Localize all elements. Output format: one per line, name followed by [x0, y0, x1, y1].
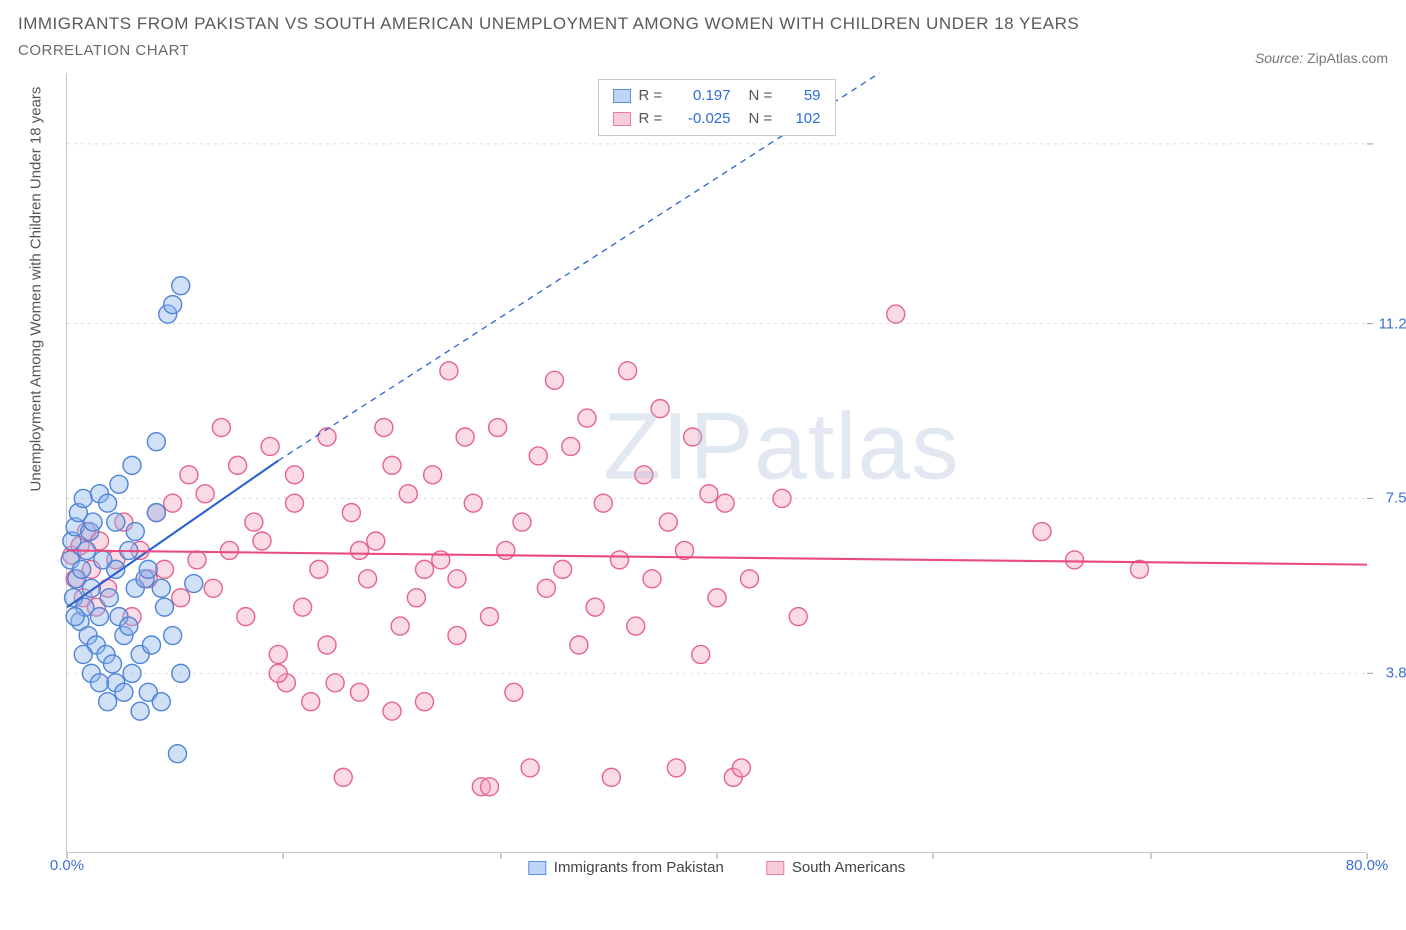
legend-label-1: Immigrants from Pakistan [554, 859, 724, 876]
bottom-legend: Immigrants from Pakistan South Americans [528, 859, 905, 876]
r-label: R = [639, 85, 667, 108]
swatch-blue [613, 89, 631, 103]
source-label: Source: [1255, 50, 1303, 66]
x-tick-label: 0.0% [50, 857, 84, 874]
page-subtitle: CORRELATION CHART [18, 42, 189, 59]
r-value-2: -0.025 [675, 108, 731, 131]
y-tick-label: 7.5% [1386, 490, 1406, 507]
r-label: R = [639, 108, 667, 131]
swatch-blue [528, 861, 546, 875]
page-title: IMMIGRANTS FROM PAKISTAN VS SOUTH AMERIC… [18, 14, 1079, 34]
n-value-1: 59 [785, 85, 821, 108]
x-tick-label: 80.0% [1346, 857, 1389, 874]
legend-item-2: South Americans [766, 859, 905, 876]
swatch-pink [766, 861, 784, 875]
correlation-chart: Unemployment Among Women with Children U… [18, 73, 1388, 893]
n-label: N = [749, 85, 777, 108]
n-value-2: 102 [785, 108, 821, 131]
source-name: ZipAtlas.com [1307, 50, 1388, 66]
plot-area: R = 0.197 N = 59 R = -0.025 N = 102 ZIPa… [66, 73, 1366, 853]
source-credit: Source: ZipAtlas.com [1255, 50, 1388, 66]
stats-row-series1: R = 0.197 N = 59 [613, 85, 821, 108]
r-value-1: 0.197 [675, 85, 731, 108]
stats-row-series2: R = -0.025 N = 102 [613, 108, 821, 131]
y-tick-label: 3.8% [1386, 665, 1406, 682]
legend-item-1: Immigrants from Pakistan [528, 859, 724, 876]
swatch-pink [613, 112, 631, 126]
y-tick-label: 11.2% [1379, 315, 1406, 332]
stats-legend: R = 0.197 N = 59 R = -0.025 N = 102 [598, 79, 836, 136]
legend-label-2: South Americans [792, 859, 905, 876]
n-label: N = [749, 108, 777, 131]
